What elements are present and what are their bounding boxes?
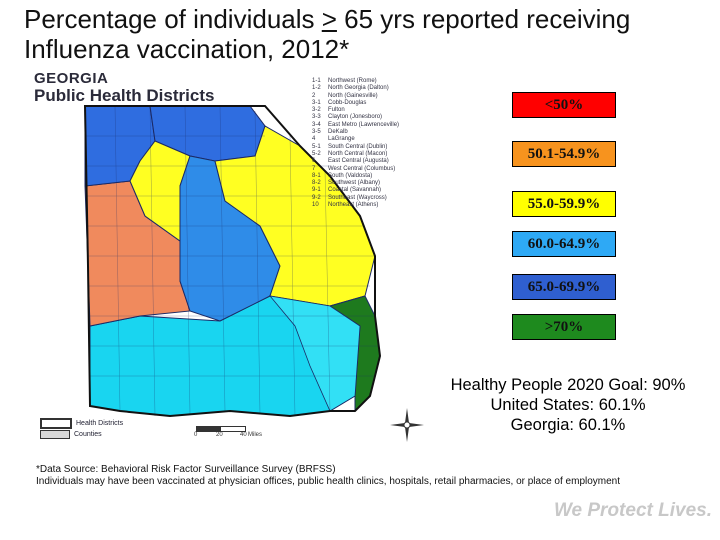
district-item: 6 East Central (Augusta) xyxy=(312,158,389,165)
district-item: 8-1 South (Valdosta) xyxy=(312,172,373,179)
district-item: 8-2 Southwest (Albany) xyxy=(312,180,381,187)
footnote-source: *Data Source: Behavioral Risk Factor Sur… xyxy=(36,464,336,475)
district-item: 4 LaGrange xyxy=(312,136,355,143)
legend-box-50-54: 50.1-54.9% xyxy=(512,141,616,167)
slide-title: Percentage of individuals > 65 yrs repor… xyxy=(24,4,704,64)
district-item: 1-1 Northwest (Rome) xyxy=(312,78,377,84)
scale-bar: 0 20 40 Miles xyxy=(190,426,262,442)
district-item: 5-1 South Central (Dublin) xyxy=(312,143,388,150)
map-heading-line1: GEORGIA xyxy=(34,70,109,87)
georgia-state-outline xyxy=(83,105,382,418)
district-item: 1-2 North Georgia (Dalton) xyxy=(312,85,389,92)
legend-box-65-69: 65.0-69.9% xyxy=(512,274,616,300)
footnote: *Data Source: Behavioral Risk Factor Sur… xyxy=(36,464,696,487)
title-part2: 65 yrs reported receiving xyxy=(336,4,631,34)
compass-rose-icon xyxy=(390,408,424,442)
stat-united-states: United States: 60.1% xyxy=(490,396,646,414)
district-item: 7 West Central (Columbus) xyxy=(312,165,396,172)
key-row-counties: Counties xyxy=(40,429,123,440)
legend-box-60-64: 60.0-64.9% xyxy=(512,231,616,257)
district-item: 10 Northeast (Athens) xyxy=(312,202,379,209)
legend-box-55-59: 55.0-59.9% xyxy=(512,191,616,217)
map-heading-line2: Public Health Districts xyxy=(34,86,215,105)
district-item: 3-5 DeKalb xyxy=(312,129,348,136)
title-part1: Percentage of individuals xyxy=(24,4,322,34)
district-list: 1-1 Northwest (Rome) 1-2 North Georgia (Da… xyxy=(312,78,422,209)
district-item: 2 North (Gainesville) xyxy=(312,92,378,99)
stat-goal: Healthy People 2020 Goal: 90% xyxy=(450,376,686,394)
district-item: 3-2 Fulton xyxy=(312,107,345,114)
legend-box-lt50: <50% xyxy=(512,92,616,118)
district-item: 3-4 East Metro (Lawrenceville) xyxy=(312,121,400,128)
footnote-note: Individuals may have been vaccinated at … xyxy=(36,475,621,487)
health-district-swatch xyxy=(40,418,72,429)
georgia-district-map xyxy=(83,105,382,418)
district-item: 5-2 North Central (Macon) xyxy=(312,150,388,157)
county-swatch xyxy=(40,430,70,439)
map-region-yellow-east xyxy=(214,125,376,307)
tagline: We Protect Lives. xyxy=(553,500,712,521)
key-row-health-districts: Health Districts xyxy=(40,418,123,429)
title-line2: Influenza vaccination, 2012* xyxy=(24,34,350,64)
map-key: Health Districts Counties xyxy=(40,418,123,440)
legend-box-gt70: >70% xyxy=(512,314,616,340)
scale-bar-graphic xyxy=(196,426,246,432)
stat-georgia: Georgia: 60.1% xyxy=(510,416,626,434)
district-item: 3-1 Cobb-Douglas xyxy=(312,99,367,106)
map-heading: GEORGIA Public Health Districts xyxy=(34,70,214,104)
district-item: 3-3 Clayton (Jonesboro) xyxy=(312,114,383,121)
map-region-cyan-southeast xyxy=(269,295,361,412)
district-item: 9-2 Southeast (Waycross) xyxy=(312,194,387,201)
district-item: 9-1 Coastal (Savannah) xyxy=(312,187,382,194)
title-gte-symbol: > xyxy=(321,4,337,34)
stats-block: Healthy People 2020 Goal: 90% United Sta… xyxy=(418,375,718,435)
